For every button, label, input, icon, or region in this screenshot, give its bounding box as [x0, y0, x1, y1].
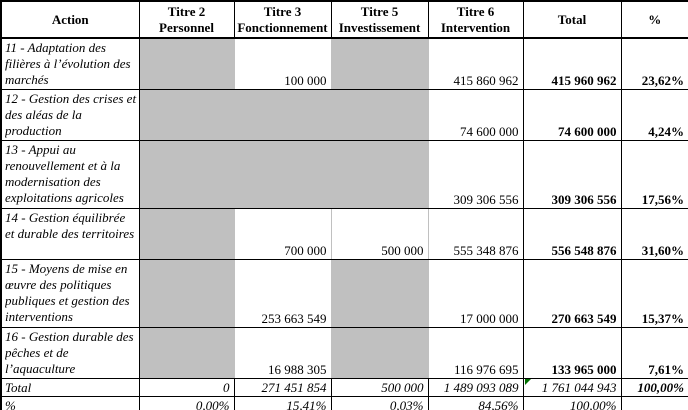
cell-16-titre2-shaded [139, 327, 235, 379]
cell-12-titre3-shaded [234, 89, 332, 141]
header-row: Action Titre 2 Personnel Titre 3 Fonctio… [1, 1, 688, 39]
cell-14-total: 556 548 876 [523, 208, 622, 260]
header-titre3-fonctionnement: Titre 3 Fonctionnement [234, 1, 332, 39]
total-grand-value: 1 761 044 943 [541, 379, 617, 395]
percent-titre2: 0,00% [139, 396, 235, 410]
percent-row-label: % [1, 396, 140, 410]
header-line1: Titre 6 [456, 3, 495, 19]
row-action-14: 14 - Gestion équilibrée et durable des t… [1, 208, 688, 260]
cell-11-titre2-shaded [139, 38, 235, 90]
cell-14-titre3: 700 000 [234, 208, 332, 260]
cell-14-titre2-shaded [139, 208, 235, 260]
percent-titre3: 15,41% [234, 396, 332, 410]
cell-12-titre5-shaded [331, 89, 429, 141]
total-percent: 100,00% [621, 378, 688, 397]
header-titre6-intervention: Titre 6 Intervention [428, 1, 524, 39]
cell-13-titre2-shaded [139, 140, 235, 209]
header-line2: Intervention [440, 19, 511, 35]
row-action-11: 11 - Adaptation des filières à l’évoluti… [1, 38, 688, 90]
cell-13-percent: 17,56% [621, 140, 688, 209]
cell-16-percent: 7,61% [621, 327, 688, 379]
cell-11-titre5-shaded [331, 38, 429, 90]
cell-15-total: 270 663 549 [523, 259, 622, 328]
cell-12-percent: 4,24% [621, 89, 688, 141]
cell-13-total: 309 306 556 [523, 140, 622, 209]
action-text: 13 - Appui au renouvellement et à la mod… [5, 141, 124, 205]
cell-11-titre3: 100 000 [234, 38, 332, 90]
total-grand: 1 761 044 943 [523, 378, 622, 397]
header-titre2-personnel: Titre 2 Personnel [139, 1, 235, 39]
cell-14-titre5: 500 000 [331, 208, 429, 260]
action-text: 15 - Moyens de mise en œuvre des politiq… [5, 260, 130, 324]
total-titre5: 500 000 [331, 378, 429, 397]
cell-12-titre2-shaded [139, 89, 235, 141]
cell-15-percent: 15,37% [621, 259, 688, 328]
error-indicator-icon [524, 378, 531, 385]
total-row-label: Total [1, 378, 140, 397]
action-text: 14 - Gestion équilibrée et durable des t… [5, 209, 135, 241]
header-line1: Titre 2 [167, 3, 206, 19]
cell-12-titre6: 74 600 000 [428, 89, 524, 141]
cell-15-titre6: 17 000 000 [428, 259, 524, 328]
cell-15-titre3: 253 663 549 [234, 259, 332, 328]
cell-12-total: 74 600 000 [523, 89, 622, 141]
cell-15-titre2-shaded [139, 259, 235, 328]
percent-titre5: 0,03% [331, 396, 429, 410]
cell-11-total: 415 960 962 [523, 38, 622, 90]
action-label-16: 16 - Gestion durable des pêches et de l’… [1, 327, 140, 379]
row-action-16: 16 - Gestion durable des pêches et de l’… [1, 327, 688, 379]
action-label-13: 13 - Appui au renouvellement et à la mod… [1, 140, 140, 209]
cell-16-total: 133 965 000 [523, 327, 622, 379]
total-titre2: 0 [139, 378, 235, 397]
cell-14-titre6: 555 348 876 [428, 208, 524, 260]
cell-14-percent: 31,60% [621, 208, 688, 260]
cell-11-percent: 23,62% [621, 38, 688, 90]
cell-16-titre5-shaded [331, 327, 429, 379]
action-text: 11 - Adaptation des filières à l’évoluti… [5, 40, 131, 87]
total-titre6: 1 489 093 089 [428, 378, 524, 397]
row-action-13: 13 - Appui au renouvellement et à la mod… [1, 140, 688, 209]
cell-13-titre5-shaded [331, 140, 429, 209]
cell-13-titre6: 309 306 556 [428, 140, 524, 209]
row-percent: % 0,00% 15,41% 0,03% 84,56% 100,00% [1, 396, 688, 410]
header-line2: Fonctionnement [237, 19, 328, 35]
header-titre5-investissement: Titre 5 Investissement [331, 1, 429, 39]
action-label-14: 14 - Gestion équilibrée et durable des t… [1, 208, 140, 260]
header-line2: Personnel [159, 19, 214, 35]
cell-13-titre3-shaded [234, 140, 332, 209]
action-text: 16 - Gestion durable des pêches et de l’… [5, 328, 134, 376]
percent-percent-empty [621, 396, 688, 410]
row-action-15: 15 - Moyens de mise en œuvre des politiq… [1, 259, 688, 328]
header-percent: % [621, 1, 688, 39]
action-label-12: 12 - Gestion des crises et des aléas de … [1, 89, 140, 141]
header-action: Action [1, 1, 140, 39]
action-label-11: 11 - Adaptation des filières à l’évoluti… [1, 38, 140, 90]
header-total: Total [523, 1, 622, 39]
header-line1: Titre 5 [360, 3, 399, 19]
percent-titre6: 84,56% [428, 396, 524, 410]
row-total: Total 0 271 451 854 500 000 1 489 093 08… [1, 378, 688, 397]
percent-total: 100,00% [523, 396, 622, 410]
total-titre3: 271 451 854 [234, 378, 332, 397]
action-label-15: 15 - Moyens de mise en œuvre des politiq… [1, 259, 140, 328]
header-line2: Investissement [338, 19, 421, 35]
action-text: 12 - Gestion des crises et des aléas de … [5, 90, 137, 138]
header-line1: Titre 3 [263, 3, 302, 19]
cell-11-titre6: 415 860 962 [428, 38, 524, 90]
cell-16-titre3: 16 988 305 [234, 327, 332, 379]
cell-15-titre5-shaded [331, 259, 429, 328]
cell-16-titre6: 116 976 695 [428, 327, 524, 379]
row-action-12: 12 - Gestion des crises et des aléas de … [1, 89, 688, 141]
